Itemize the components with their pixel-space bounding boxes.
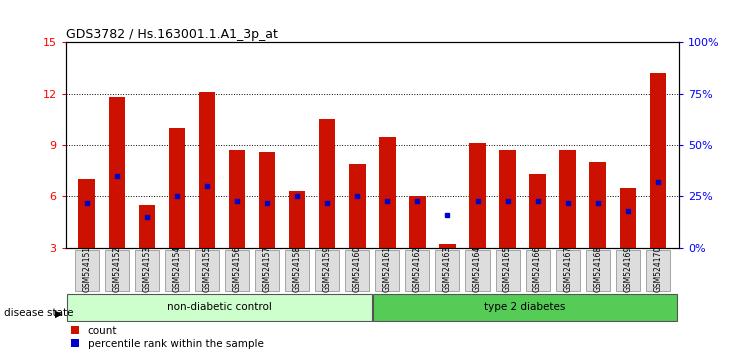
Text: type 2 diabetes: type 2 diabetes xyxy=(485,302,566,312)
Bar xyxy=(319,120,336,248)
Bar xyxy=(379,137,396,248)
Bar xyxy=(469,143,485,248)
Bar xyxy=(529,174,546,248)
FancyBboxPatch shape xyxy=(435,251,459,291)
FancyBboxPatch shape xyxy=(556,251,580,291)
FancyBboxPatch shape xyxy=(585,251,610,291)
Legend: count, percentile rank within the sample: count, percentile rank within the sample xyxy=(71,326,264,349)
Text: GSM524169: GSM524169 xyxy=(623,246,632,292)
Bar xyxy=(349,164,366,248)
Bar xyxy=(139,205,155,248)
FancyBboxPatch shape xyxy=(405,251,429,291)
Bar xyxy=(409,196,426,248)
Text: ▶: ▶ xyxy=(55,308,62,318)
FancyBboxPatch shape xyxy=(165,251,189,291)
FancyBboxPatch shape xyxy=(74,251,99,291)
Text: GSM524165: GSM524165 xyxy=(503,246,512,292)
Bar xyxy=(259,152,275,248)
FancyBboxPatch shape xyxy=(466,251,490,291)
FancyBboxPatch shape xyxy=(646,251,670,291)
Text: disease state: disease state xyxy=(4,308,73,318)
Text: GSM524159: GSM524159 xyxy=(323,246,331,292)
Bar xyxy=(109,97,125,248)
Text: GSM524154: GSM524154 xyxy=(172,246,182,292)
FancyBboxPatch shape xyxy=(526,251,550,291)
Text: GSM524164: GSM524164 xyxy=(473,246,482,292)
Text: GSM524167: GSM524167 xyxy=(563,246,572,292)
Bar xyxy=(199,92,215,248)
Text: GSM524152: GSM524152 xyxy=(112,246,121,292)
Bar xyxy=(169,128,185,248)
FancyBboxPatch shape xyxy=(375,251,399,291)
FancyBboxPatch shape xyxy=(195,251,219,291)
FancyBboxPatch shape xyxy=(616,251,639,291)
Text: GSM524156: GSM524156 xyxy=(233,246,242,292)
Bar xyxy=(228,150,245,248)
FancyBboxPatch shape xyxy=(67,294,372,321)
FancyBboxPatch shape xyxy=(496,251,520,291)
Bar xyxy=(559,150,576,248)
FancyBboxPatch shape xyxy=(225,251,249,291)
Text: GSM524158: GSM524158 xyxy=(293,246,301,292)
Text: GSM524153: GSM524153 xyxy=(142,246,151,292)
Bar xyxy=(79,179,95,248)
Text: GSM524163: GSM524163 xyxy=(443,246,452,292)
Bar xyxy=(650,73,666,248)
Text: GSM524170: GSM524170 xyxy=(653,246,662,292)
Bar xyxy=(289,191,305,248)
Text: GSM524160: GSM524160 xyxy=(353,246,362,292)
FancyBboxPatch shape xyxy=(345,251,369,291)
FancyBboxPatch shape xyxy=(255,251,279,291)
Text: GSM524168: GSM524168 xyxy=(593,246,602,292)
Bar xyxy=(620,188,636,248)
Text: GSM524161: GSM524161 xyxy=(383,246,392,292)
Text: non-diabetic control: non-diabetic control xyxy=(167,302,272,312)
Text: GSM524166: GSM524166 xyxy=(533,246,542,292)
Text: GSM524151: GSM524151 xyxy=(82,246,91,292)
Text: GSM524155: GSM524155 xyxy=(202,246,212,292)
Text: GDS3782 / Hs.163001.1.A1_3p_at: GDS3782 / Hs.163001.1.A1_3p_at xyxy=(66,28,277,41)
FancyBboxPatch shape xyxy=(135,251,159,291)
Text: GSM524157: GSM524157 xyxy=(263,246,272,292)
Bar xyxy=(439,244,456,248)
FancyBboxPatch shape xyxy=(285,251,310,291)
Text: GSM524162: GSM524162 xyxy=(413,246,422,292)
FancyBboxPatch shape xyxy=(315,251,339,291)
FancyBboxPatch shape xyxy=(373,294,677,321)
Bar xyxy=(589,162,606,248)
Bar xyxy=(499,150,516,248)
FancyBboxPatch shape xyxy=(105,251,128,291)
